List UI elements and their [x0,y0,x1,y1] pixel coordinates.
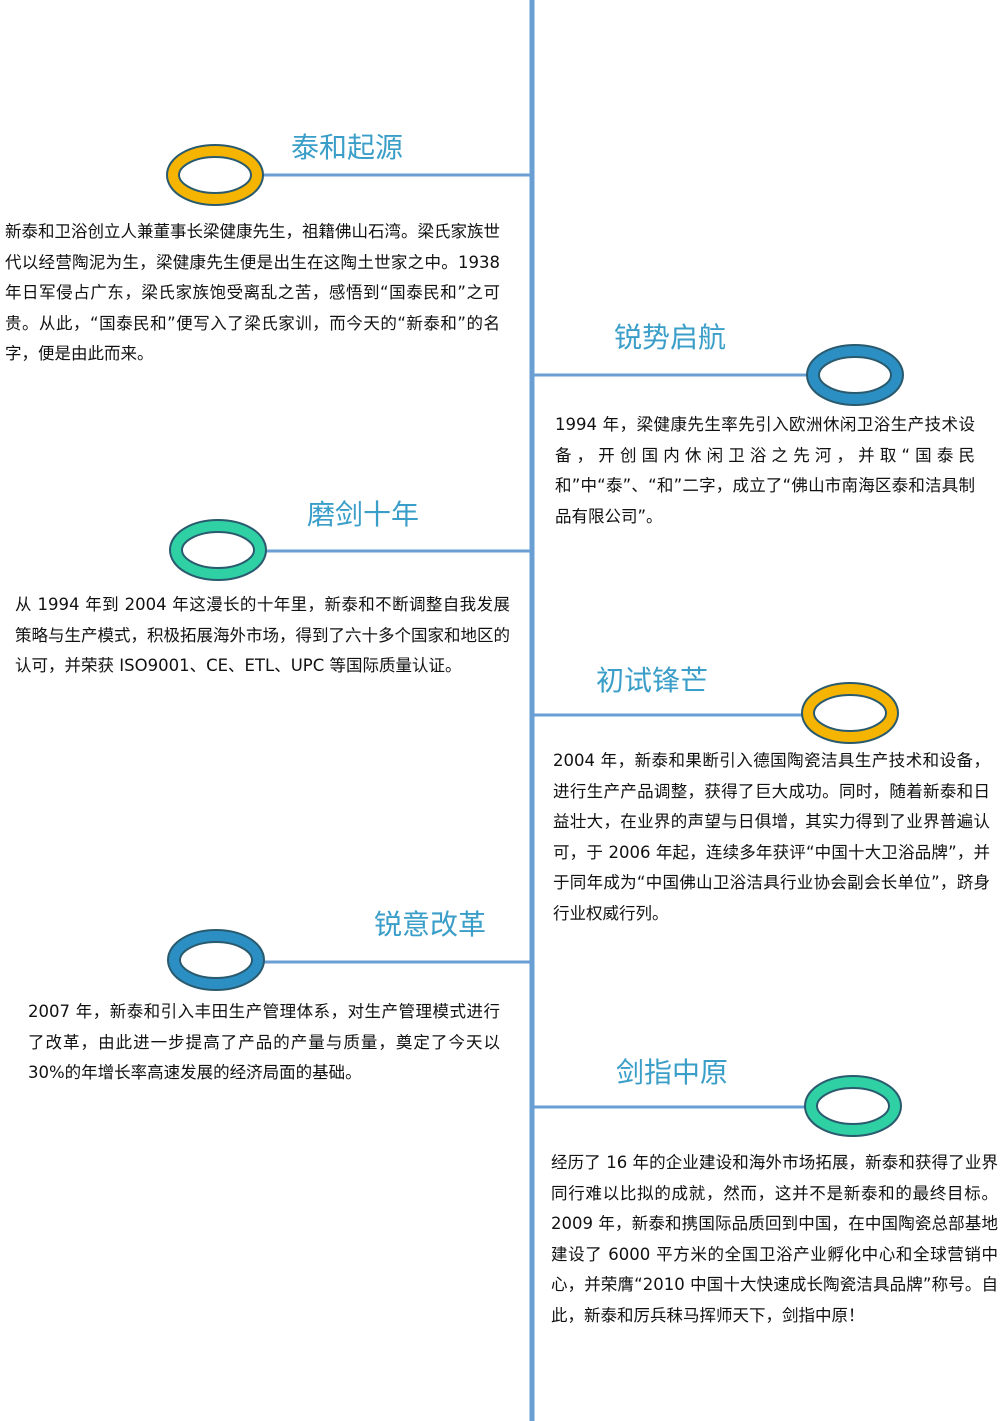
entry-text: 1994 年，梁健康先生率先引入欧洲休闲卫浴生产技术设备，开创国内休闲卫浴之先河… [555,415,975,526]
entry-title: 剑指中原 [615,1056,729,1089]
entry-text: 从 1994 年到 2004 年这漫长的十年里，新泰和不断调整自我发展策略与生产… [15,595,510,675]
connectors [250,173,820,1109]
rings [166,144,904,1137]
entry-text: 新泰和卫浴创立人兼董事长梁健康先生，祖籍佛山石湾。梁氏家族世代以经营陶泥为生，梁… [5,222,500,363]
entry-title: 磨剑十年 [306,498,420,531]
entry-title: 初试锋芒 [595,664,709,697]
entry-title: 锐意改革 [373,908,487,941]
entry-text: 2007 年，新泰和引入丰田生产管理体系，对生产管理模式进行了改革，由此进一步提… [28,1002,500,1082]
entry-title: 锐势启航 [613,321,727,354]
entry-text: 经历了 16 年的企业建设和海外市场拓展，新泰和获得了业界同行难以比拟的成就，然… [551,1153,998,1325]
entry-text: 2004 年，新泰和果断引入德国陶瓷洁具生产技术和设备，进行生产产品调整，获得了… [553,751,990,923]
entry-title: 泰和起源 [290,131,404,164]
